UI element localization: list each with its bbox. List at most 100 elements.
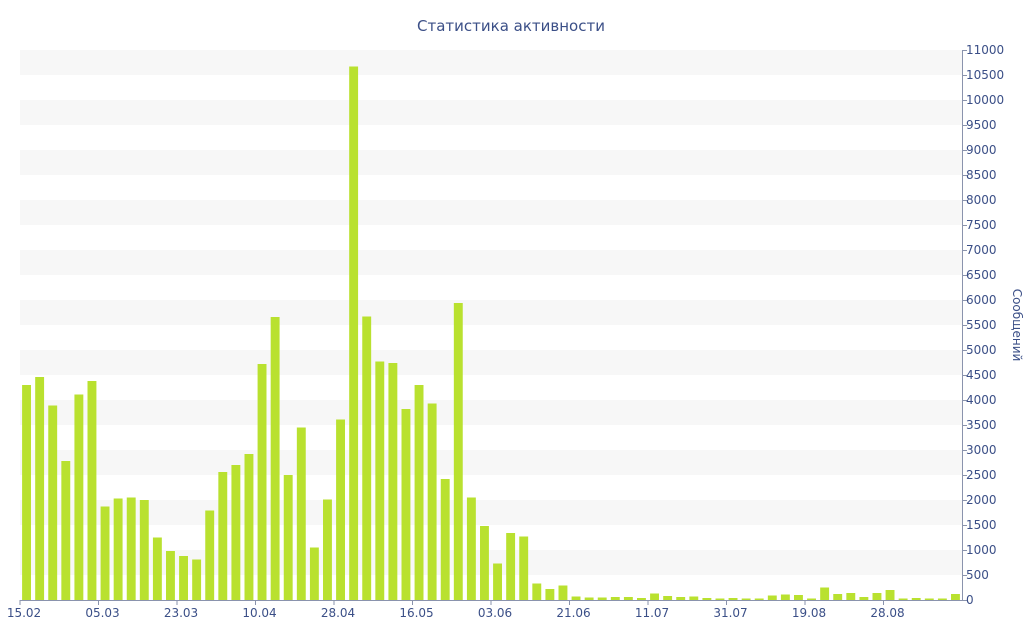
x-tick-label: 23.03 xyxy=(164,606,198,620)
bar xyxy=(480,526,489,600)
y-tick-label: 6500 xyxy=(966,268,997,282)
x-tick-label: 21.06 xyxy=(556,606,590,620)
bar xyxy=(715,598,725,600)
bar xyxy=(100,506,110,600)
grid-band xyxy=(20,50,962,75)
bar xyxy=(610,597,620,600)
grid-band xyxy=(20,350,962,375)
grid-band xyxy=(20,450,962,475)
bar xyxy=(61,461,71,600)
x-tick-label: 28.04 xyxy=(321,606,355,620)
y-tick-label: 2500 xyxy=(966,468,997,482)
bar xyxy=(833,594,843,600)
grid-bands xyxy=(20,50,962,575)
grid-band xyxy=(20,200,962,225)
y-tick-label: 1500 xyxy=(966,518,997,532)
bar xyxy=(493,563,502,600)
bar xyxy=(152,537,162,600)
bar xyxy=(532,583,542,600)
bar xyxy=(427,403,437,600)
bar xyxy=(453,303,463,600)
bar xyxy=(597,597,607,600)
bar xyxy=(937,598,947,600)
bar xyxy=(676,597,686,600)
x-tick-label: 19.08 xyxy=(792,606,826,620)
grid-band xyxy=(20,300,962,325)
grid-band xyxy=(20,500,962,525)
bar xyxy=(924,598,934,600)
bar xyxy=(362,316,372,600)
bar xyxy=(898,598,908,600)
grid-band xyxy=(20,400,962,425)
bar xyxy=(231,465,241,600)
bar xyxy=(663,596,673,600)
bar-series xyxy=(22,66,960,600)
x-tick-label: 16.05 xyxy=(399,606,433,620)
bar xyxy=(911,598,921,600)
grid-band xyxy=(20,550,962,575)
bar xyxy=(309,547,319,600)
bar xyxy=(375,361,385,600)
bar xyxy=(584,597,594,600)
y-tick-label: 9500 xyxy=(966,118,997,132)
bar xyxy=(794,595,803,600)
bar xyxy=(637,598,646,600)
bar xyxy=(336,419,345,600)
bar xyxy=(323,499,332,600)
y-tick-label: 9000 xyxy=(966,143,997,157)
x-axis-ticks: 15.02 05.03 23.03 10.04 28.04 16.05 03.06 21.06… xyxy=(7,600,905,620)
bar xyxy=(702,598,712,600)
bar xyxy=(218,472,228,600)
x-tick-label: 28.08 xyxy=(870,606,904,620)
bar xyxy=(48,405,58,600)
bar xyxy=(22,385,31,600)
bar xyxy=(728,598,738,600)
bar xyxy=(571,596,581,600)
bar xyxy=(440,479,450,600)
bar xyxy=(414,385,424,600)
y-tick-label: 4500 xyxy=(966,368,997,382)
bar xyxy=(35,377,45,600)
bar xyxy=(244,454,254,600)
y-tick-label: 10000 xyxy=(966,93,1004,107)
bar xyxy=(139,500,149,600)
x-tick-label: 10.04 xyxy=(242,606,276,620)
y-tick-label: 1000 xyxy=(966,543,997,557)
bar xyxy=(859,597,869,600)
bar xyxy=(296,427,306,600)
bar xyxy=(741,598,751,600)
x-tick-label: 11.07 xyxy=(635,606,669,620)
y-tick-label: 6000 xyxy=(966,293,997,307)
y-tick-label: 5000 xyxy=(966,343,997,357)
grid-band xyxy=(20,250,962,275)
bar xyxy=(283,475,293,600)
y-tick-label: 7500 xyxy=(966,218,997,232)
x-tick-label: 03.06 xyxy=(478,606,512,620)
bar xyxy=(113,498,123,600)
bar xyxy=(558,585,568,600)
x-tick-label: 05.03 xyxy=(85,606,119,620)
bar xyxy=(951,594,960,600)
y-tick-label: 3500 xyxy=(966,418,997,432)
y-tick-label: 7000 xyxy=(966,243,997,257)
y-tick-label: 10500 xyxy=(966,68,1004,82)
bar xyxy=(401,409,411,600)
bar xyxy=(754,598,764,600)
bar xyxy=(349,66,359,600)
y-tick-label: 4000 xyxy=(966,393,997,407)
bar xyxy=(270,317,280,600)
bar xyxy=(257,364,267,600)
bar xyxy=(846,593,856,600)
grid-band xyxy=(20,150,962,175)
y-tick-label: 5500 xyxy=(966,318,997,332)
bar xyxy=(166,551,175,600)
bar xyxy=(545,589,555,600)
x-tick-label: 15.02 xyxy=(7,606,41,620)
y-tick-label: 2000 xyxy=(966,493,997,507)
bar xyxy=(885,590,895,600)
y-tick-label: 8000 xyxy=(966,193,997,207)
y-tick-label: 8500 xyxy=(966,168,997,182)
bar xyxy=(192,559,202,600)
bar xyxy=(650,593,659,600)
